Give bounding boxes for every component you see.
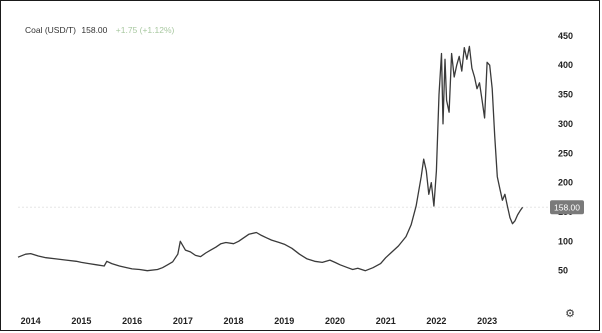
price-label: 158.00 [81,25,108,35]
x-tick-label: 2023 [477,316,497,326]
y-tick-label: 50 [558,266,568,276]
chart-header: Coal (USD/T) 158.00 +1.75 (+1.12%) [25,25,174,35]
x-tick-label: 2020 [325,316,345,326]
x-tick-label: 2015 [71,316,91,326]
x-tick-label: 2014 [21,316,41,326]
change-label: +1.75 (+1.12%) [115,25,175,35]
last-value-tag: 158.00 [550,200,584,215]
x-tick-label: 2017 [173,316,193,326]
last-value-label: 158.00 [554,202,580,212]
x-tick-label: 2019 [274,316,294,326]
y-tick-label: 400 [558,60,573,70]
x-axis: 2014 2015 2016 2017 2018 2019 2020 2021 2022 2023 [21,316,497,326]
y-tick-label: 300 [558,119,573,129]
x-tick-label: 2022 [426,316,446,326]
x-tick-label: 2016 [122,316,142,326]
x-tick-label: 2018 [224,316,244,326]
y-tick-label: 450 [558,31,573,41]
y-axis: 50100150200250300350400450 [558,31,573,276]
last-value-tag-bg [550,200,584,215]
settings-gear-icon[interactable]: ⚙ [565,308,575,320]
y-tick-label: 200 [558,178,573,188]
series-line-coal [17,45,524,272]
symbol-label: Coal (USD/T) [25,25,77,35]
x-tick-label: 2021 [376,316,396,326]
y-tick-label: 100 [558,236,573,246]
y-tick-label: 250 [558,148,573,158]
y-tick-label: 350 [558,90,573,100]
